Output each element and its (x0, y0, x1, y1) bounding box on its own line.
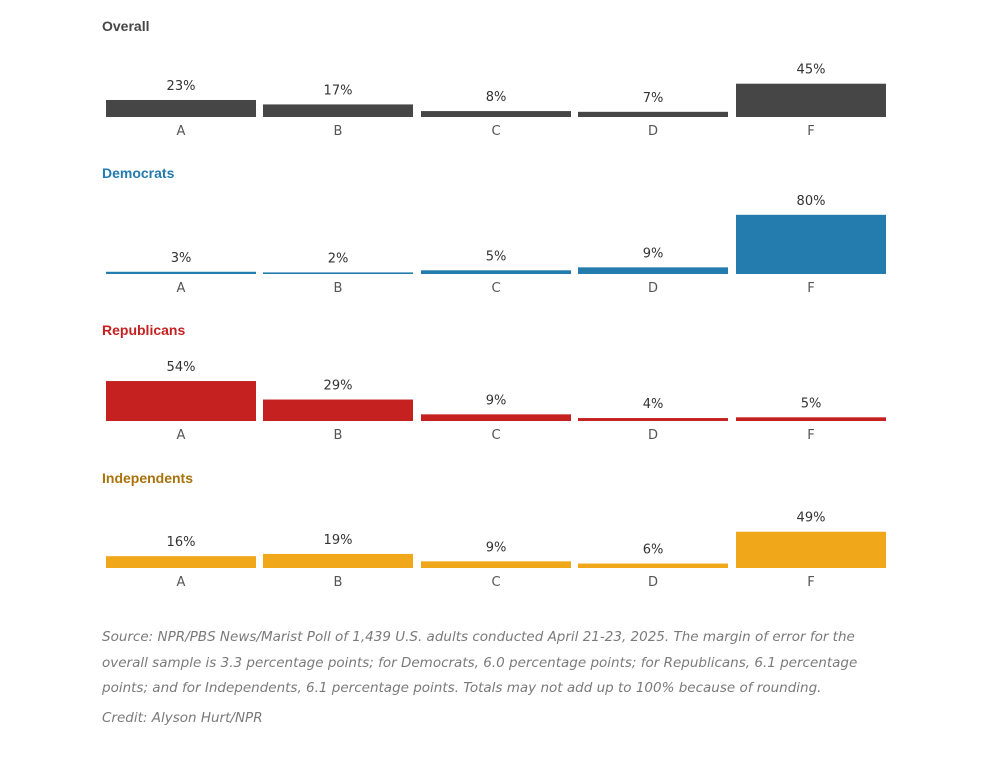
republicans-panel-title: Republicans (102, 322, 185, 338)
independents-panel-title: Independents (102, 470, 193, 486)
independents-category-label-b: B (334, 575, 343, 590)
republicans-category-label-a: A (177, 428, 186, 443)
credit-note: Credit: Alyson Hurt/NPR (102, 710, 263, 726)
independents-value-label-d: 6% (643, 543, 664, 558)
overall-category-label-a: A (177, 124, 186, 139)
republicans-bar-a (106, 381, 256, 421)
independents-value-label-c: 9% (486, 540, 507, 555)
democrats-category-label-f: F (807, 281, 814, 296)
republicans-category-label-f: F (807, 428, 814, 443)
overall-panel: Overall 23% A 17% B 8% C 7% D 45% F (102, 18, 886, 139)
independents-bar-f (736, 531, 886, 568)
democrats-panel-title: Democrats (102, 165, 175, 181)
republicans-value-label-c: 9% (486, 393, 507, 408)
republicans-category-label-c: C (491, 428, 500, 443)
independents-value-label-f: 49% (797, 511, 826, 526)
democrats-bar-b (263, 272, 413, 274)
overall-category-label-b: B (334, 124, 343, 139)
republicans-category-label-b: B (334, 428, 343, 443)
republicans-panel: Republicans 54% A 29% B 9% C 4% D 5% F (102, 322, 886, 443)
independents-bar-a (106, 556, 256, 568)
democrats-bar-f (736, 214, 886, 274)
republicans-category-label-d: D (648, 428, 658, 443)
independents-category-label-a: A (177, 575, 186, 590)
independents-bar-b (263, 553, 413, 568)
republicans-value-label-f: 5% (801, 396, 822, 411)
independents-category-label-f: F (807, 575, 814, 590)
overall-bar-d (578, 111, 728, 117)
overall-value-label-a: 23% (167, 79, 196, 94)
republicans-bar-f (736, 417, 886, 421)
democrats-value-label-c: 5% (486, 249, 507, 264)
independents-category-label-d: D (648, 575, 658, 590)
overall-bar-c (421, 111, 571, 117)
democrats-value-label-a: 3% (171, 251, 192, 266)
overall-category-label-c: C (491, 124, 500, 139)
democrats-value-label-f: 80% (797, 194, 826, 209)
democrats-bar-d (578, 267, 728, 274)
democrats-category-label-b: B (334, 281, 343, 296)
democrats-bar-c (421, 270, 571, 274)
overall-value-label-b: 17% (324, 83, 353, 98)
overall-bar-a (106, 99, 256, 117)
republicans-bar-b (263, 399, 413, 421)
republicans-bar-c (421, 414, 571, 421)
democrats-category-label-a: A (177, 281, 186, 296)
overall-value-label-d: 7% (643, 91, 664, 106)
overall-bar-b (263, 104, 413, 117)
grade-charts: Overall 23% A 17% B 8% C 7% D 45% F Democrats 3% A 2% B… (102, 18, 886, 590)
independents-value-label-b: 19% (324, 533, 353, 548)
democrats-panel: Democrats 3% A 2% B 5% C 9% D 80% F (102, 165, 886, 296)
source-note: Source: NPR/PBS News/Marist Poll of 1,43… (102, 629, 858, 696)
independents-bar-d (578, 563, 728, 568)
republicans-bar-d (578, 418, 728, 421)
democrats-value-label-b: 2% (328, 251, 349, 266)
overall-category-label-f: F (807, 124, 814, 139)
independents-bar-c (421, 561, 571, 568)
republicans-value-label-b: 29% (324, 379, 353, 394)
republicans-value-label-a: 54% (167, 360, 196, 375)
democrats-value-label-d: 9% (643, 246, 664, 261)
independents-category-label-c: C (491, 575, 500, 590)
overall-category-label-d: D (648, 124, 658, 139)
democrats-category-label-d: D (648, 281, 658, 296)
overall-value-label-c: 8% (486, 90, 507, 105)
independents-panel: Independents 16% A 19% B 9% C 6% D 49% F (102, 470, 886, 590)
overall-value-label-f: 45% (797, 63, 826, 78)
overall-bar-f (736, 83, 886, 117)
republicans-value-label-d: 4% (643, 397, 664, 412)
independents-value-label-a: 16% (167, 535, 196, 550)
overall-panel-title: Overall (102, 18, 149, 34)
democrats-bar-a (106, 271, 256, 274)
democrats-category-label-c: C (491, 281, 500, 296)
